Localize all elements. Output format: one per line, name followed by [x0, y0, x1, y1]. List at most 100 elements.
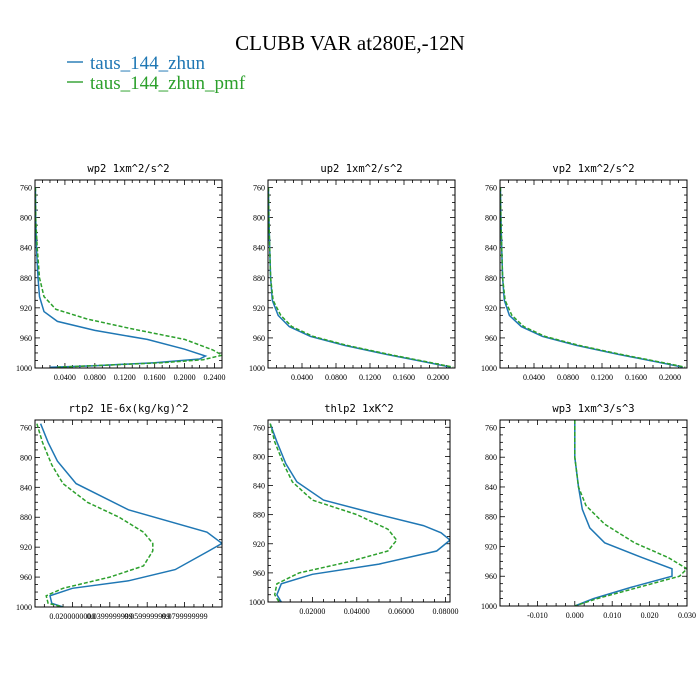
x-tick-label: 0.1200	[114, 373, 136, 382]
y-tick-label: 880	[253, 274, 265, 283]
x-tick-label: 0.0400	[291, 373, 313, 382]
y-tick-label: 840	[253, 482, 265, 491]
panel-title: wp2 1xm^2/s^2	[87, 163, 169, 175]
panel-2: up2 1xm^2/s^2 760 800 840 880 920 960 1000 0.040…	[249, 163, 456, 382]
x-tick-label: 0.0399999999	[87, 612, 133, 621]
series-line-taus-144-zhun	[269, 423, 450, 602]
y-tick-label: 880	[485, 513, 497, 522]
x-tick-label: 0.2400	[204, 373, 226, 382]
series-line-taus-144-zhun-pmf	[500, 187, 686, 368]
y-tick-label: 920	[485, 304, 497, 313]
y-tick-label: 960	[253, 334, 265, 343]
y-tick-label: 840	[20, 483, 32, 492]
y-tick-label: 840	[485, 483, 497, 492]
y-tick-label: 800	[20, 214, 32, 223]
y-tick-label: 800	[253, 452, 265, 461]
x-tick-label: 0.2000	[174, 373, 196, 382]
panel-title: thlp2 1xK^2	[324, 403, 394, 415]
legend-label-zhun: taus_144_zhun	[90, 53, 206, 74]
plot-frame	[499, 419, 688, 607]
panel-title: vp2 1xm^2/s^2	[552, 163, 634, 175]
x-tick-label: 0.2000	[659, 373, 681, 382]
y-tick-label: 920	[485, 542, 497, 551]
panel-title: rtp2 1E-6x(kg/kg)^2	[68, 403, 188, 415]
plot-frame	[267, 179, 456, 369]
series-line-taus-144-zhun-pmf	[36, 423, 154, 607]
x-tick-label: 0.08000	[433, 607, 459, 616]
panel-6: wp3 1xm^3/s^3 760 800 840 880 920 960 1000 -0.01…	[481, 403, 696, 620]
y-tick-label: 800	[20, 453, 32, 462]
legend: taus_144_zhun taus_144_zhun_pmf	[67, 53, 246, 94]
series-line-taus-144-zhun	[500, 187, 683, 368]
y-tick-label: 760	[253, 423, 265, 432]
y-tick-label: 1000	[249, 598, 265, 607]
series-line-taus-144-zhun-pmf	[574, 420, 687, 606]
y-tick-label: 920	[20, 304, 32, 313]
x-tick-label: 0.0400	[54, 373, 76, 382]
y-tick-label: 840	[20, 244, 32, 253]
plot-frame	[34, 419, 223, 608]
y-tick-label: 760	[485, 184, 497, 193]
x-tick-label: 0.0800	[557, 373, 579, 382]
panel-3: vp2 1xm^2/s^2 760 800 840 880 920 960 1000 0.040…	[481, 163, 688, 382]
y-tick-label: 920	[253, 304, 265, 313]
x-tick-label: 0.04000	[344, 607, 370, 616]
y-tick-label: 800	[485, 453, 497, 462]
x-tick-label: 0.0599999999	[124, 612, 170, 621]
y-tick-label: 960	[253, 569, 265, 578]
panel-title: up2 1xm^2/s^2	[320, 163, 402, 175]
x-tick-label: 0.0200000000	[49, 612, 95, 621]
series-line-taus-144-zhun-pmf	[268, 187, 454, 368]
y-tick-label: 880	[485, 274, 497, 283]
x-tick-label: 0.000	[566, 611, 584, 620]
plot-frame	[499, 179, 688, 369]
x-tick-label: 0.2000	[427, 373, 449, 382]
plot-frame	[267, 419, 451, 603]
y-tick-label: 800	[253, 214, 265, 223]
x-tick-label: 0.0400	[523, 373, 545, 382]
y-tick-label: 1000	[249, 364, 265, 373]
x-tick-label: 0.0800	[325, 373, 347, 382]
y-tick-label: 960	[485, 572, 497, 581]
x-tick-label: 0.030	[678, 611, 696, 620]
y-tick-label: 1000	[481, 364, 497, 373]
x-tick-label: 0.020	[641, 611, 659, 620]
y-tick-label: 760	[20, 184, 32, 193]
y-tick-label: 880	[20, 513, 32, 522]
y-tick-label: 920	[20, 543, 32, 552]
x-tick-label: -0.010	[527, 611, 548, 620]
panel-4: rtp2 1E-6x(kg/kg)^2 760 800 840 880 920 960 100…	[16, 403, 223, 621]
y-tick-label: 960	[485, 334, 497, 343]
x-tick-label: 0.1600	[625, 373, 647, 382]
plot-frame	[34, 179, 223, 369]
y-tick-label: 760	[485, 423, 497, 432]
x-tick-label: 0.010	[603, 611, 621, 620]
series-line-taus-144-zhun-pmf	[35, 187, 222, 368]
panel-1: wp2 1xm^2/s^2 760 800 840 880 920 960 1000 0.040…	[16, 163, 226, 382]
y-tick-label: 880	[20, 274, 32, 283]
x-tick-label: 0.1200	[591, 373, 613, 382]
legend-label-zhun-pmf: taus_144_zhun_pmf	[90, 73, 246, 94]
y-tick-label: 760	[253, 184, 265, 193]
series-line-taus-144-zhun	[268, 187, 451, 368]
series-line-taus-144-zhun-pmf	[269, 423, 398, 602]
y-tick-label: 840	[253, 244, 265, 253]
figure-title: CLUBB VAR at280E,-12N	[235, 31, 465, 55]
x-tick-label: 0.0799999999	[162, 612, 208, 621]
y-tick-label: 960	[20, 573, 32, 582]
y-tick-label: 760	[20, 423, 32, 432]
y-tick-label: 800	[485, 214, 497, 223]
y-tick-label: 840	[485, 244, 497, 253]
panel-title: wp3 1xm^3/s^3	[552, 403, 634, 415]
y-tick-label: 960	[20, 334, 32, 343]
x-tick-label: 0.1600	[144, 373, 166, 382]
series-line-taus-144-zhun	[39, 423, 222, 607]
x-tick-label: 0.02000	[299, 607, 325, 616]
x-tick-label: 0.1600	[393, 373, 415, 382]
y-tick-label: 1000	[481, 602, 497, 611]
x-tick-label: 0.06000	[388, 607, 414, 616]
series-line-taus-144-zhun	[35, 187, 208, 368]
x-tick-label: 0.0800	[84, 373, 106, 382]
series-line-taus-144-zhun	[574, 420, 673, 606]
